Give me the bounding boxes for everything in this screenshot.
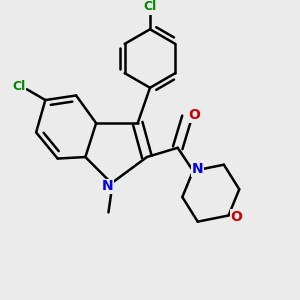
Text: N: N — [102, 179, 114, 193]
Text: O: O — [230, 210, 242, 224]
Text: Cl: Cl — [143, 0, 157, 13]
Text: N: N — [191, 162, 203, 176]
Text: O: O — [189, 109, 201, 122]
Text: Cl: Cl — [13, 80, 26, 93]
